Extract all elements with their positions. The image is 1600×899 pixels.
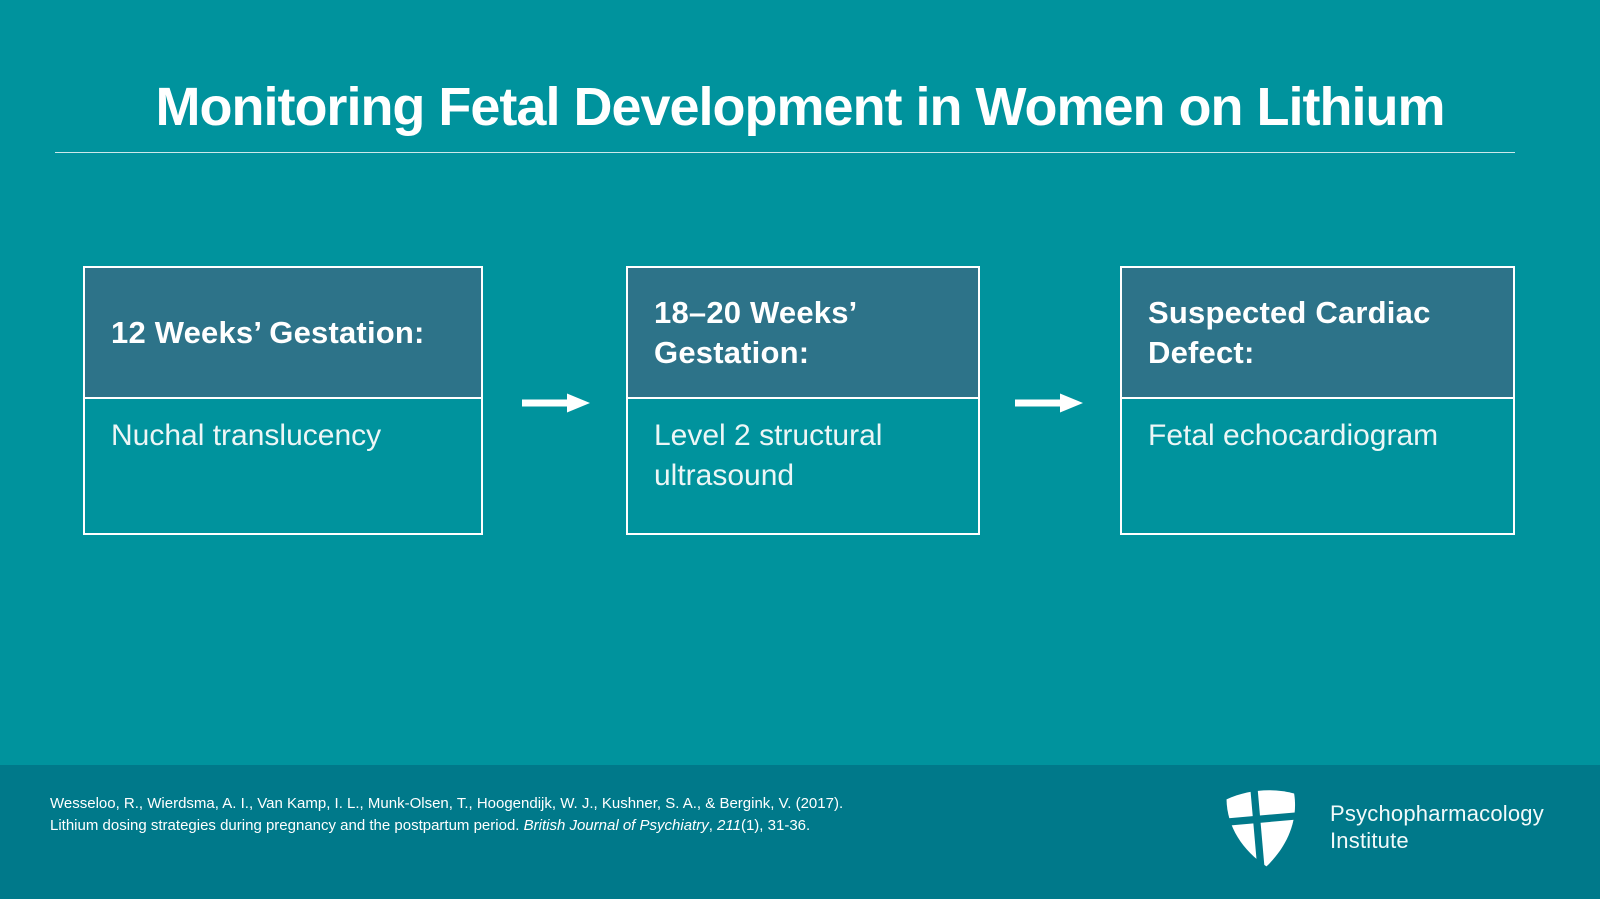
- citation-pages: (1), 31-36.: [740, 817, 811, 834]
- citation-separator: ,: [708, 817, 718, 834]
- flow-step-header: Suspected Cardiac Defect:: [1122, 268, 1513, 399]
- page-title: Monitoring Fetal Development in Women on…: [155, 77, 1446, 137]
- arrow-right-icon: [1015, 393, 1083, 413]
- flow-step-header: 18–20 Weeks’ Gestation:: [628, 268, 978, 399]
- citation-line-1: Wesseloo, R., Wierdsma, A. I., Van Kamp,…: [50, 795, 844, 812]
- flow-step-body: Level 2 structural ultrasound: [654, 419, 883, 492]
- citation-volume: 211: [717, 817, 741, 834]
- brand-logo: Psychopharmacology Institute: [1221, 785, 1544, 870]
- brand-name: Psychopharmacology Institute: [1330, 800, 1544, 854]
- title-divider: [55, 152, 1515, 153]
- shield-logo-icon: [1221, 785, 1303, 870]
- citation-text: Lithium dosing strategies during pregnan…: [50, 817, 524, 834]
- flow-step-suspected-cardiac-defect: Suspected Cardiac Defect: Fetal echocard…: [1120, 266, 1515, 535]
- citation-line-2: Lithium dosing strategies during pregnan…: [50, 815, 843, 837]
- flow-step-18-20-weeks: 18–20 Weeks’ Gestation: Level 2 structur…: [626, 266, 980, 535]
- citation: Wesseloo, R., Wierdsma, A. I., Van Kamp,…: [50, 793, 843, 837]
- footer: Wesseloo, R., Wierdsma, A. I., Van Kamp,…: [0, 765, 1600, 899]
- flow-step-body: Fetal echocardiogram: [1148, 419, 1439, 452]
- brand-name-line-2: Institute: [1330, 828, 1409, 853]
- brand-name-line-1: Psychopharmacology: [1330, 801, 1544, 826]
- flow-step-body: Nuchal translucency: [111, 419, 382, 452]
- flow-step-12-weeks: 12 Weeks’ Gestation: Nuchal translucency: [83, 266, 483, 535]
- citation-journal: British Journal of Psychiatry: [523, 817, 709, 834]
- flow-step-header: 12 Weeks’ Gestation:: [85, 268, 481, 399]
- arrow-right-icon: [522, 393, 590, 413]
